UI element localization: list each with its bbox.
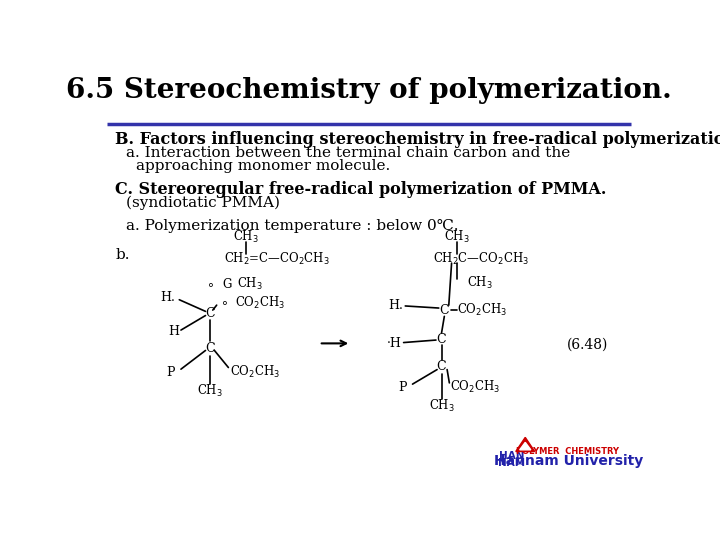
- Text: P: P: [166, 366, 175, 379]
- Text: CH$_3$: CH$_3$: [237, 276, 263, 292]
- Text: (syndiotatic PMMA): (syndiotatic PMMA): [126, 196, 280, 211]
- Text: ·H: ·H: [387, 337, 402, 350]
- Text: C: C: [205, 307, 215, 320]
- Text: CH$_3$: CH$_3$: [444, 230, 470, 245]
- Text: POLYMER  CHEMISTRY: POLYMER CHEMISTRY: [516, 447, 618, 456]
- Text: CH$_3$: CH$_3$: [197, 383, 223, 399]
- Text: 6.5 Stereochemistry of polymerization.: 6.5 Stereochemistry of polymerization.: [66, 77, 672, 104]
- Text: (6.48): (6.48): [567, 337, 608, 351]
- Text: approaching monomer molecule.: approaching monomer molecule.: [136, 159, 390, 173]
- Text: CO$_2$CH$_3$: CO$_2$CH$_3$: [456, 302, 507, 318]
- Text: CO$_2$CH$_3$: CO$_2$CH$_3$: [230, 363, 279, 380]
- Text: CH$_3$: CH$_3$: [428, 397, 454, 414]
- Text: C: C: [439, 303, 449, 316]
- Text: b.: b.: [115, 248, 130, 262]
- Text: CH$_3$: CH$_3$: [233, 230, 259, 245]
- Polygon shape: [520, 442, 531, 450]
- Text: C. Stereoregular free-radical polymerization of PMMA.: C. Stereoregular free-radical polymeriza…: [115, 181, 606, 198]
- Text: C: C: [205, 342, 215, 355]
- Text: NAM: NAM: [498, 458, 525, 468]
- Text: $\circ$: $\circ$: [206, 276, 214, 289]
- Polygon shape: [516, 437, 535, 451]
- Text: CO$_2$CH$_3$: CO$_2$CH$_3$: [450, 379, 500, 395]
- Text: P: P: [398, 381, 407, 394]
- Text: CH$_2$C—CO$_2$CH$_3$: CH$_2$C—CO$_2$CH$_3$: [433, 251, 529, 267]
- Text: CH$_2$=C—CO$_2$CH$_3$: CH$_2$=C—CO$_2$CH$_3$: [224, 251, 330, 267]
- Text: a. Polymerization temperature : below 0℃.: a. Polymerization temperature : below 0℃…: [126, 219, 459, 233]
- Text: H.: H.: [161, 291, 176, 304]
- Text: B. Factors influencing stereochemistry in free-radical polymerization.: B. Factors influencing stereochemistry i…: [115, 131, 720, 148]
- Text: a. Interaction between the terminal chain carbon and the: a. Interaction between the terminal chai…: [126, 146, 570, 160]
- Text: C: C: [437, 360, 446, 373]
- Text: HAN: HAN: [498, 451, 524, 462]
- Text: H.: H.: [388, 300, 403, 313]
- Text: CO$_2$CH$_3$: CO$_2$CH$_3$: [235, 295, 285, 310]
- Text: Hannam University: Hannam University: [494, 454, 644, 468]
- Text: G: G: [222, 278, 232, 291]
- Text: C: C: [437, 333, 446, 346]
- Text: H: H: [168, 325, 179, 338]
- Text: CH$_3$: CH$_3$: [467, 275, 492, 291]
- Text: $\circ$: $\circ$: [220, 295, 228, 308]
